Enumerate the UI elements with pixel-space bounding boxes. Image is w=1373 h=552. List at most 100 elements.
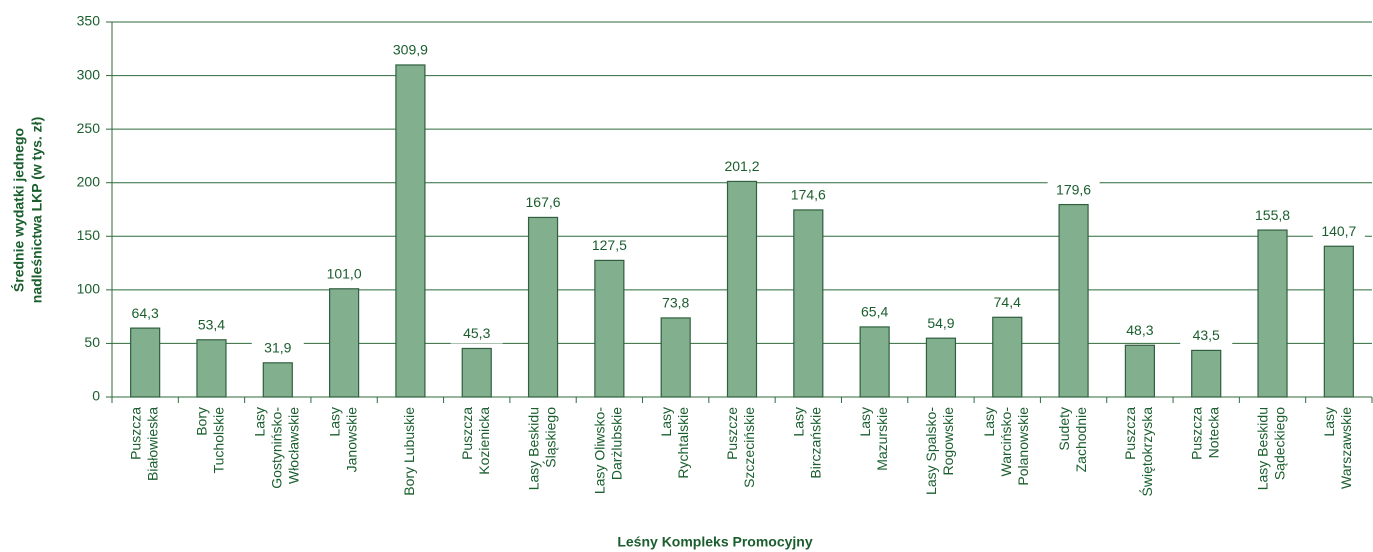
bar (395, 64, 426, 398)
y-axis-title: Średnie wydatki jednego (10, 128, 27, 292)
bar (726, 180, 758, 398)
value-label: 43,5 (1193, 327, 1220, 343)
bar (992, 316, 1023, 398)
x-tick-label: Bory (194, 407, 210, 436)
bar (196, 339, 227, 398)
x-tick-label: Kozienicka (476, 407, 492, 475)
y-tick-label: 350 (77, 13, 101, 29)
x-tick-label: Lasy (1321, 407, 1337, 437)
value-label: 155,8 (1255, 207, 1290, 223)
x-tick-label: Włocławskie (285, 407, 301, 484)
x-tick-label: Polanowskie (1015, 407, 1031, 486)
x-tick-label: Sudety (1056, 407, 1072, 451)
bar (793, 209, 824, 398)
value-label-bg (1180, 327, 1233, 346)
value-label: 73,8 (662, 295, 689, 311)
x-tick-label: Warszawskie (1338, 407, 1354, 489)
value-label-bg (1246, 207, 1299, 226)
x-tick-label: Świętokrzyska (1138, 407, 1155, 497)
x-tick-label: Birczańskie (808, 407, 824, 479)
x-tick-label: Puszcze (724, 407, 740, 460)
value-label-bg (1047, 181, 1100, 200)
x-axis-title: Leśny Kompleks Promocyjny (617, 534, 813, 550)
x-tick-label: Lasy (658, 407, 674, 437)
value-label: 31,9 (264, 340, 291, 356)
x-tick-label: Lasy Beskidu (525, 407, 541, 490)
value-label-bg (981, 294, 1034, 313)
bar (1257, 229, 1288, 398)
x-tick-label: Lasy Beskidu (1255, 407, 1271, 490)
y-tick-label: 250 (77, 120, 101, 136)
x-tick-label: Puszcza (1122, 407, 1138, 460)
value-label: 74,4 (994, 294, 1021, 310)
x-tick-label: Tucholskie (211, 407, 227, 474)
value-label-bg (517, 194, 570, 213)
value-label: 201,2 (724, 158, 759, 174)
x-tick-label: Lasy Spalsko- (923, 407, 939, 495)
bar (527, 216, 559, 398)
value-label-bg (583, 237, 636, 256)
value-label: 54,9 (927, 315, 954, 331)
y-axis-title: nadleśnictwa LKP (w tys. zł) (29, 117, 45, 303)
bar (262, 362, 293, 398)
value-label-bg (914, 315, 967, 334)
bar (660, 317, 691, 398)
value-label-bg (716, 158, 768, 177)
x-tick-label: Mazurskie (874, 407, 890, 471)
bar (1124, 344, 1155, 398)
value-label: 64,3 (132, 305, 159, 321)
bar (1191, 349, 1222, 398)
x-tick-label: Rogowskie (940, 407, 956, 476)
value-label-bg (1113, 322, 1166, 341)
x-tick-label: Lasy (251, 407, 267, 437)
x-tick-label: Janowskie (343, 407, 359, 473)
x-tick-label: Lasy Oliwsko- (592, 407, 608, 494)
x-tick-label: Gostynińsko- (268, 407, 284, 489)
bar (925, 337, 957, 398)
value-label-bg (318, 265, 371, 284)
value-label-bg (848, 303, 901, 322)
value-label: 101,0 (327, 265, 362, 281)
x-tick-label: Notecka (1205, 407, 1221, 459)
bar (461, 347, 492, 398)
x-tick-label: Lasy (857, 407, 873, 437)
value-label: 179,6 (1056, 181, 1091, 197)
x-tick-label: Lasy (326, 407, 342, 437)
value-label: 309,9 (393, 42, 428, 58)
x-tick-label: Sądeckiego (1272, 407, 1288, 480)
value-label-bg (185, 316, 238, 335)
x-tick-label: Szczecińskie (741, 407, 757, 488)
value-label: 53,4 (198, 316, 225, 332)
x-tick-label: Puszcza (127, 407, 143, 460)
bar (594, 259, 625, 398)
bar (1058, 203, 1089, 398)
value-label: 167,6 (526, 194, 561, 210)
value-label-bg (450, 325, 503, 344)
y-tick-label: 100 (77, 281, 101, 297)
x-tick-label: Rychtalskie (675, 407, 691, 479)
value-label-bg (782, 186, 835, 205)
value-label-bg (384, 41, 437, 60)
bar (859, 326, 890, 398)
value-label-bg (1312, 223, 1365, 242)
x-tick-label: Bory Lubuskie (401, 407, 417, 496)
value-label: 65,4 (861, 304, 888, 320)
x-tick-label: Białowieska (144, 407, 160, 481)
y-tick-label: 50 (84, 334, 100, 350)
x-tick-label: Darżlubskie (609, 407, 625, 480)
bar (1323, 245, 1354, 398)
x-tick-label: Warcińsko- (998, 407, 1014, 477)
y-tick-label: 0 (92, 388, 100, 404)
x-tick-label: Śląskiego (541, 407, 558, 468)
x-tick-label: Lasy (981, 407, 997, 437)
value-label: 174,6 (791, 187, 826, 203)
x-tick-label: Zachodnie (1073, 407, 1089, 473)
value-label: 48,3 (1126, 322, 1153, 338)
y-tick-label: 200 (77, 173, 101, 189)
x-tick-label: Puszcza (1188, 407, 1204, 460)
value-label-bg (251, 339, 304, 358)
y-tick-label: 150 (77, 227, 101, 243)
bar (329, 288, 360, 398)
value-label: 127,5 (592, 237, 627, 253)
